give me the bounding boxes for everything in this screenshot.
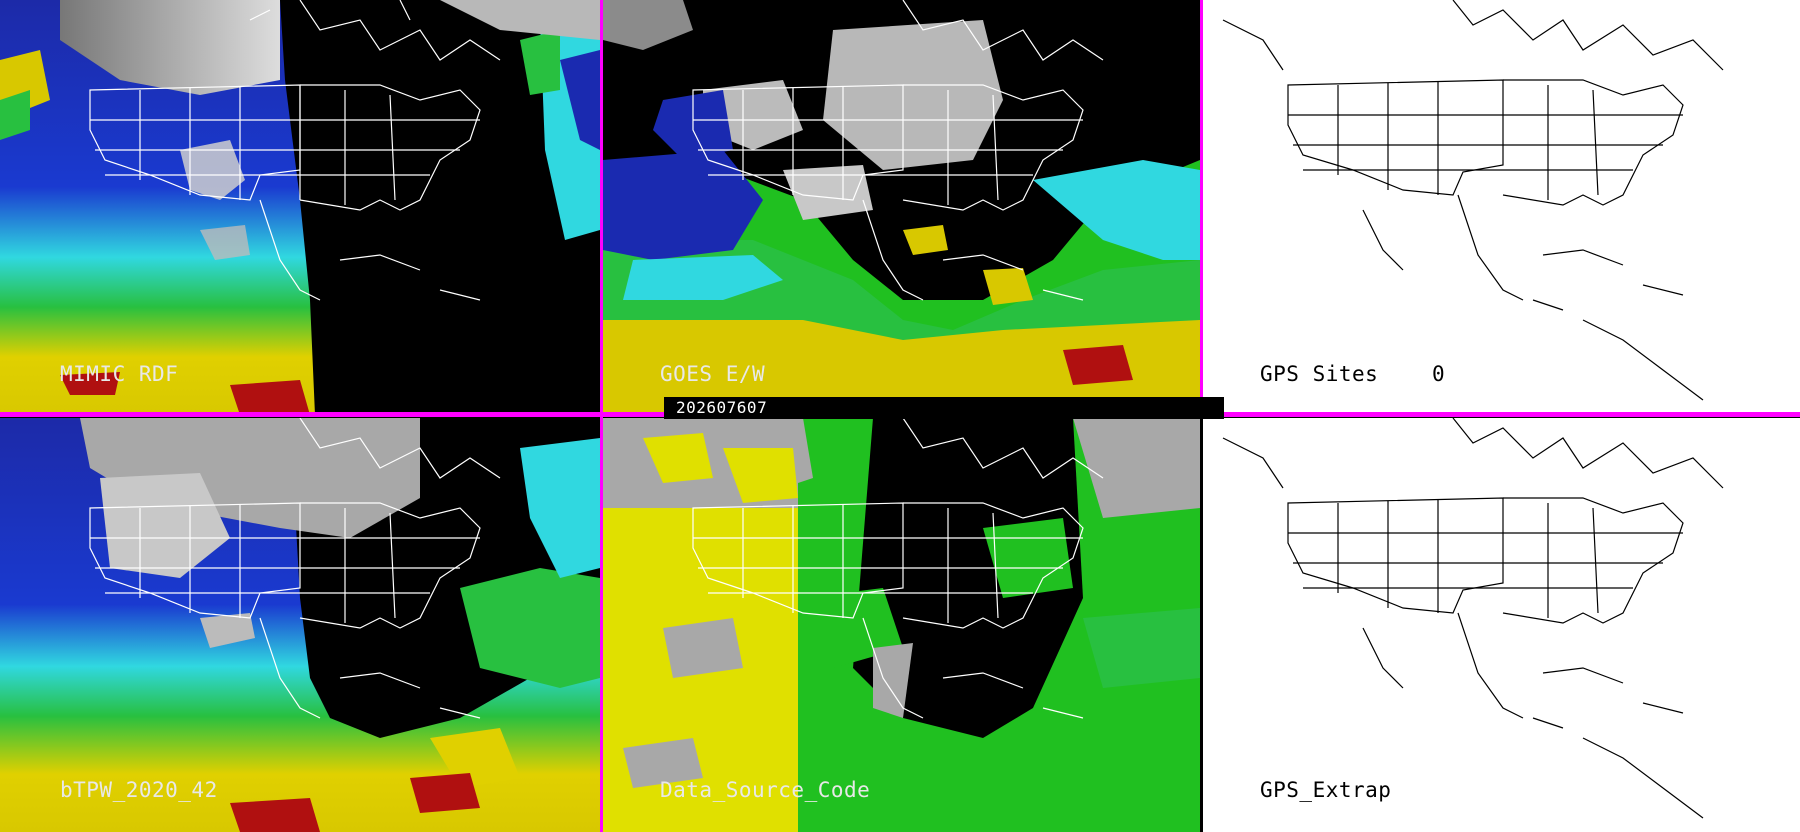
vertical-divider-right bbox=[1200, 0, 1203, 418]
tpw-map-btpw bbox=[0, 418, 600, 832]
panel-label-gps-sites: GPS Sites bbox=[1260, 362, 1379, 386]
panel-label-btpw: bTPW_2020_42 bbox=[60, 778, 218, 802]
tpw-map-goes bbox=[603, 0, 1200, 412]
outline-map-gps-extrap bbox=[1203, 418, 1800, 832]
timestamp-bar: 202607607 bbox=[664, 397, 1224, 419]
panel-label-gps-extrap: GPS_Extrap bbox=[1260, 778, 1392, 802]
panel-label-mimic-rdf: MIMIC RDF bbox=[60, 362, 179, 386]
source-map-data-source-code bbox=[603, 418, 1200, 832]
panel-gps-extrap: GPS_Extrap bbox=[1203, 418, 1800, 832]
timestamp: 202607607 bbox=[676, 398, 768, 417]
panel-data-source-code: Data_Source_Code bbox=[603, 418, 1200, 832]
tpw-map-mimic bbox=[0, 0, 600, 415]
panel-label-goes-ew: GOES E/W bbox=[660, 362, 766, 386]
panel-btpw: bTPW_2020_42 bbox=[0, 418, 600, 832]
gps-sites-count: 0 bbox=[1432, 362, 1446, 386]
panel-label-data-source-code: Data_Source_Code bbox=[660, 778, 871, 802]
outline-map-gps-sites bbox=[1203, 0, 1800, 412]
panel-goes-ew: GOES E/W bbox=[603, 0, 1200, 412]
panel-gps-sites: GPS Sites 0 bbox=[1203, 0, 1800, 412]
panel-mimic-rdf: MIMIC RDF bbox=[0, 0, 600, 415]
vertical-divider-left bbox=[600, 0, 603, 832]
